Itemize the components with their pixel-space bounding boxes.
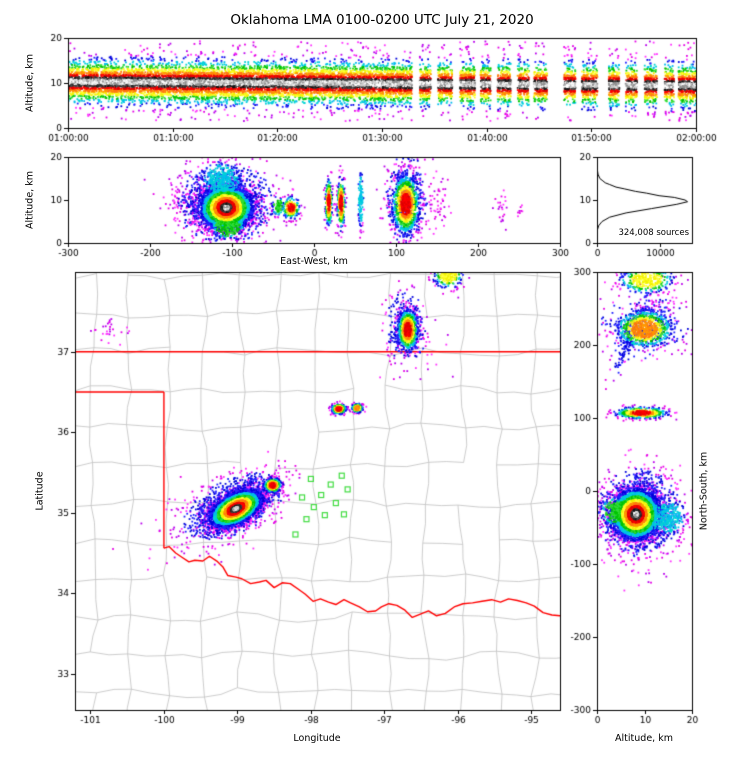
xlabel-longitude: Longitude <box>293 733 341 744</box>
ylabel-latitude: Latitude <box>34 471 46 511</box>
ylabel-east-west-altitude: Altitude, km <box>24 171 36 229</box>
ylabel-north-south: North-South, km <box>698 451 710 531</box>
xlabel-east-west: East-West, km <box>280 256 348 267</box>
xlabel-north-south-altitude: Altitude, km <box>615 733 673 744</box>
source-count-annotation: 324,008 sources <box>618 228 689 238</box>
figure-title: Oklahoma LMA 0100-0200 UTC July 21, 2020 <box>230 12 534 28</box>
ylabel-time-height-altitude: Altitude, km <box>24 54 36 112</box>
